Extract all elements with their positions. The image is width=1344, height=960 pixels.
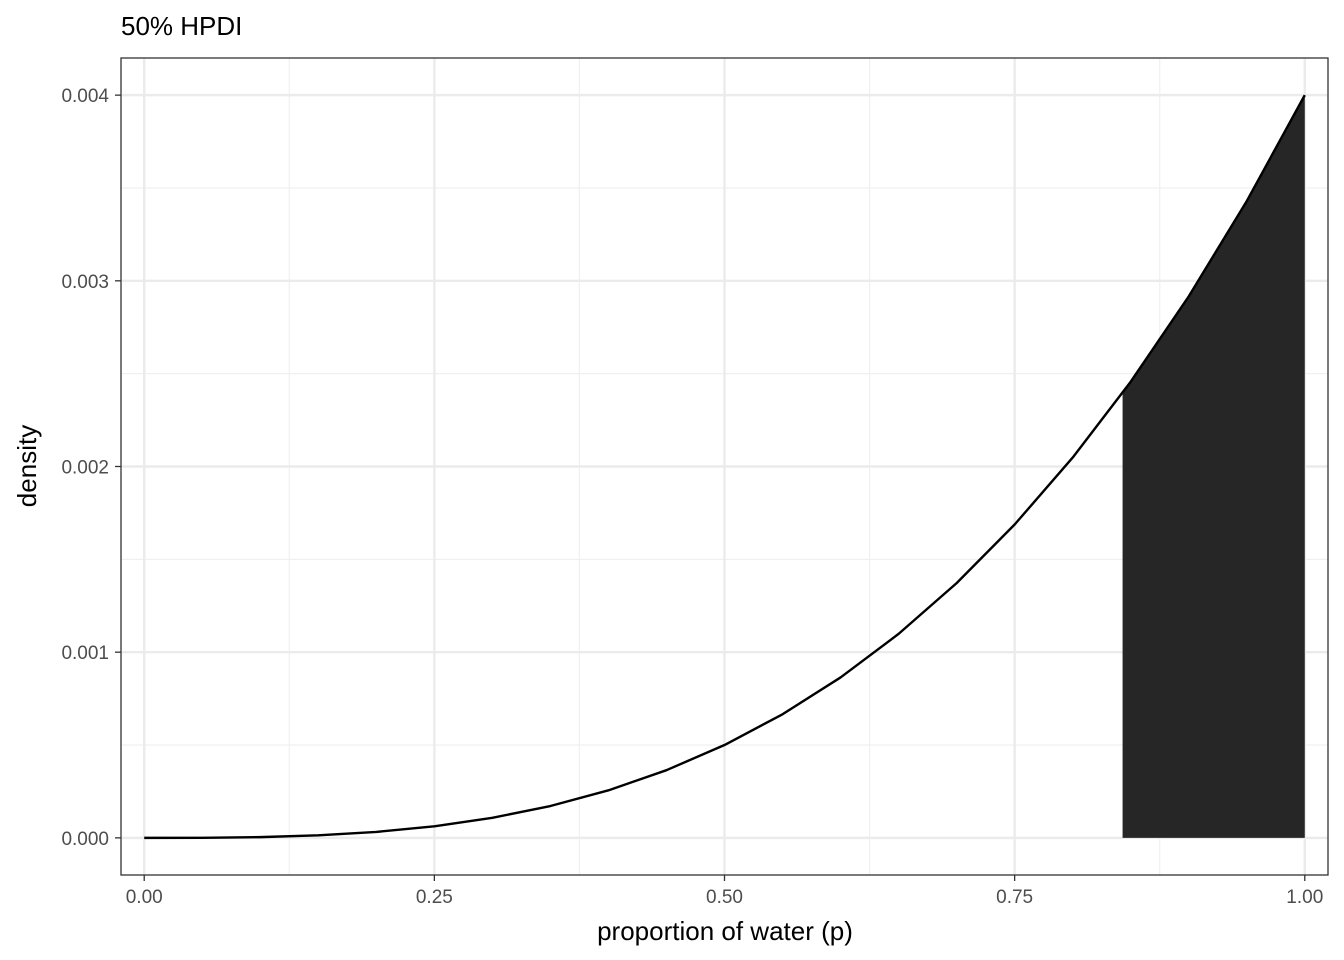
y-tick-label: 0.002 xyxy=(61,458,109,479)
x-tick-label: 0.75 xyxy=(996,887,1033,908)
density-curve xyxy=(144,94,1306,840)
y-tick-label: 0.000 xyxy=(61,829,109,850)
hpdi-shaded-area xyxy=(1122,95,1305,838)
y-axis: 0.000 0.001 0.002 0.003 0.004 xyxy=(61,86,121,850)
x-axis-title: proportion of water (p) xyxy=(597,916,853,946)
y-tick-label: 0.004 xyxy=(61,86,109,107)
x-tick-label: 0.00 xyxy=(126,887,163,908)
density-curve-layer xyxy=(144,94,1306,840)
y-axis-title: density xyxy=(12,425,42,507)
x-axis: 0.00 0.25 0.50 0.75 1.00 xyxy=(126,875,1323,908)
chart-title: 50% HPDI xyxy=(121,11,242,41)
y-tick-label: 0.001 xyxy=(61,643,109,664)
y-tick-label: 0.003 xyxy=(61,272,109,293)
x-tick-label: 0.25 xyxy=(416,887,453,908)
hpdi-shaded-region-layer xyxy=(1122,95,1305,838)
x-tick-label: 1.00 xyxy=(1286,887,1323,908)
x-tick-label: 0.50 xyxy=(706,887,743,908)
